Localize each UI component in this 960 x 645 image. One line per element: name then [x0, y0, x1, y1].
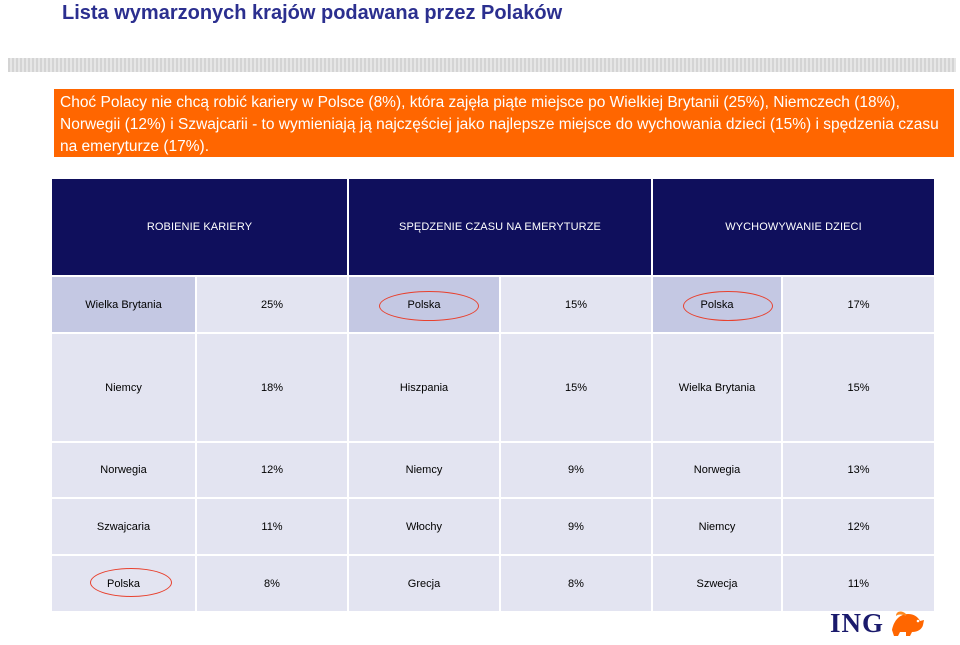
ing-logo: ING	[830, 604, 930, 640]
children-country-label: Polska	[700, 298, 734, 311]
header-retirement: SPĘDZENIE CZASU NA EMERYTURZE	[349, 179, 651, 275]
career-percent-cell: 18%	[197, 334, 347, 441]
retirement-percent-cell: 15%	[501, 277, 651, 332]
children-percent-cell: 15%	[783, 334, 934, 441]
children-country-cell: Szwecja	[653, 556, 781, 611]
retirement-country-cell: Włochy	[349, 499, 499, 554]
career-country-cell: Niemcy	[52, 334, 195, 441]
career-country-cell: Szwajcaria	[52, 499, 195, 554]
retirement-percent-cell: 8%	[501, 556, 651, 611]
ing-wordmark: ING	[830, 608, 885, 638]
summary-callout: Choć Polacy nie chcą robić kariery w Pol…	[54, 89, 954, 157]
header-divider	[8, 58, 956, 72]
retirement-country-cell: Polska	[349, 277, 499, 332]
retirement-country-cell: Niemcy	[349, 443, 499, 497]
children-country-cell: Polska	[653, 277, 781, 332]
header-career: ROBIENIE KARIERY	[52, 179, 347, 275]
dream-countries-table: ROBIENIE KARIERY SPĘDZENIE CZASU NA EMER…	[52, 179, 934, 611]
children-percent-cell: 11%	[783, 556, 934, 611]
career-country-cell: Polska	[52, 556, 195, 611]
retirement-country-label: Polska	[407, 298, 441, 311]
retirement-percent-cell: 15%	[501, 334, 651, 441]
retirement-country-cell: Hiszpania	[349, 334, 499, 441]
career-country-cell: Wielka Brytania	[52, 277, 195, 332]
children-percent-cell: 17%	[783, 277, 934, 332]
career-country-label: Polska	[106, 577, 141, 590]
career-percent-cell: 25%	[197, 277, 347, 332]
retirement-percent-cell: 9%	[501, 443, 651, 497]
children-percent-cell: 13%	[783, 443, 934, 497]
retirement-percent-cell: 9%	[501, 499, 651, 554]
retirement-country-cell: Grecja	[349, 556, 499, 611]
page-title: Lista wymarzonych krajów podawana przez …	[62, 2, 563, 24]
children-country-cell: Wielka Brytania	[653, 334, 781, 441]
career-country-cell: Norwegia	[52, 443, 195, 497]
career-percent-cell: 8%	[197, 556, 347, 611]
career-percent-cell: 12%	[197, 443, 347, 497]
children-percent-cell: 12%	[783, 499, 934, 554]
header-raising-children: WYCHOWYWANIE DZIECI	[653, 179, 934, 275]
children-country-cell: Niemcy	[653, 499, 781, 554]
career-percent-cell: 11%	[197, 499, 347, 554]
lion-icon	[892, 611, 924, 636]
children-country-cell: Norwegia	[653, 443, 781, 497]
